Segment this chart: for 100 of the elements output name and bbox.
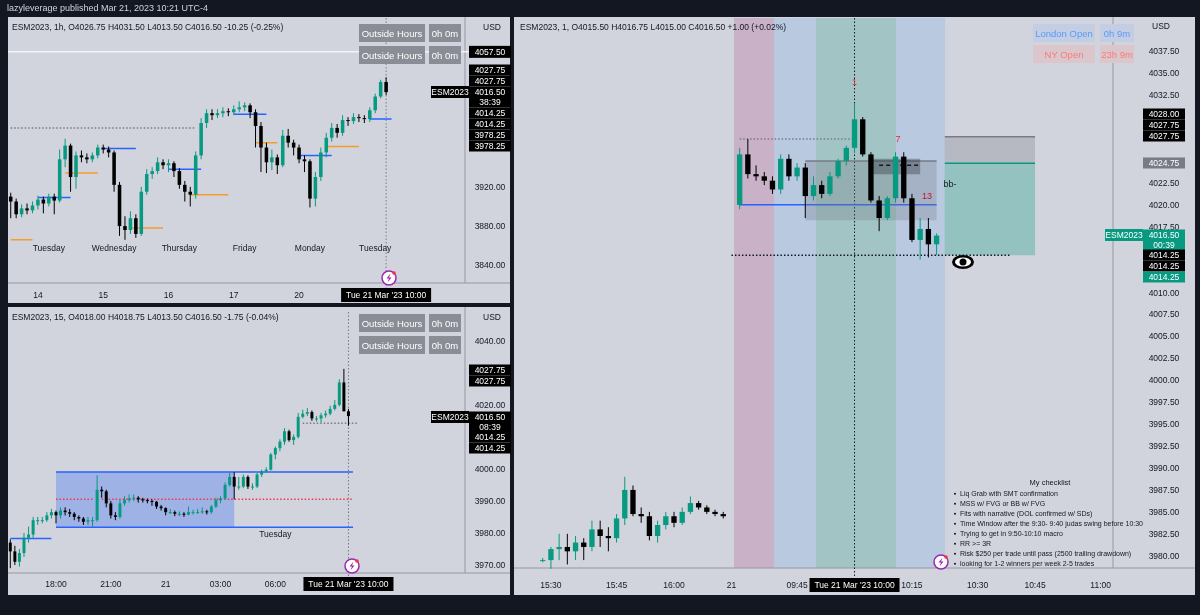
text: 08:39 — [479, 422, 501, 432]
candlestick — [210, 108, 214, 121]
y-tick-label: 4010.00 — [1148, 287, 1180, 298]
x-tick-label: 09:45 — [786, 580, 808, 590]
x-tick-label: 21:00 — [100, 579, 122, 589]
x-tick-label: 16:00 — [663, 580, 685, 590]
text: lazyleverage published Mar 21, 2023 10:21 UTC-4 — [7, 3, 209, 13]
candlestick — [810, 175, 817, 201]
candlestick — [373, 93, 377, 114]
candlestick — [161, 158, 165, 170]
y-tick-label: 3980.00 — [1148, 550, 1180, 561]
candlestick — [712, 509, 718, 517]
candlestick — [556, 533, 562, 561]
candlestick — [14, 198, 18, 219]
candlestick — [259, 121, 263, 173]
candlestick — [346, 116, 350, 127]
annotation: Outside Hours — [361, 339, 423, 351]
text: ESM2023, 1, O4015.50 H4016.75 L4015.00 C4016.50 +1.00 (+0.02%) — [520, 22, 787, 32]
candlestick — [296, 412, 300, 439]
candlestick — [278, 438, 282, 452]
candlestick — [917, 217, 923, 261]
candlestick — [597, 520, 603, 548]
candlestick — [118, 498, 122, 520]
y-tick-label: 4017.50 — [1148, 221, 1180, 232]
text: 4014.25 — [474, 108, 506, 118]
y-tick-label: 3970.00 — [474, 559, 506, 570]
text: 4027.75 — [1148, 120, 1180, 130]
annotation: 0h 0m — [431, 317, 459, 329]
annotation: Thursday — [161, 243, 198, 253]
text: 4014.25 — [474, 119, 506, 129]
x-tick-label: 10:45 — [1024, 580, 1046, 590]
annotation: Outside Hours — [361, 49, 423, 61]
candlestick — [150, 498, 154, 507]
candlestick — [172, 160, 176, 178]
candlestick — [548, 546, 554, 570]
annotation: NY Open — [1044, 48, 1084, 60]
text: 3978.25 — [474, 141, 506, 151]
y-tick-label: 3880.00 — [474, 221, 506, 232]
annotation: 1 — [852, 77, 858, 88]
y-tick-label: 3987.50 — [1148, 484, 1180, 495]
candlestick — [123, 215, 127, 241]
annotation: 13 — [921, 191, 933, 201]
annotation: 23h 9m — [1101, 48, 1133, 60]
annotation: 7 — [895, 134, 901, 144]
annotation: Tuesday — [259, 529, 293, 539]
text: 4014.25 — [474, 443, 506, 453]
x-tick-label: 06:00 — [264, 579, 287, 589]
chart-title: ESM2023, 15, O4018.00 H4018.75 L4013.50 C4016.50 -1.75 (-0.04%) — [12, 312, 279, 322]
candlestick — [335, 123, 339, 139]
candlestick — [646, 511, 653, 541]
candlestick — [319, 412, 323, 423]
candlestick — [52, 193, 57, 215]
candlestick — [297, 144, 301, 164]
annotation: Outside Hours — [361, 317, 423, 329]
text: 4028.00 — [1148, 109, 1180, 119]
y-tick-label: 4007.50 — [1148, 309, 1180, 320]
candlestick — [183, 180, 187, 203]
annotation: 0h 0m — [431, 27, 459, 39]
y-tick-label: 3992.50 — [1148, 441, 1180, 452]
candlestick — [843, 145, 849, 166]
candlestick — [144, 168, 149, 196]
candlestick — [654, 520, 661, 544]
y-tick-label: 3990.00 — [474, 495, 506, 506]
annotation: 0h 9m — [1103, 27, 1131, 39]
x-tick-label: Tue 21 Mar '23 10:00 — [346, 290, 427, 300]
y-tick-label: 4002.50 — [1148, 353, 1180, 364]
x-tick-label: 15 — [98, 290, 109, 300]
x-tick-label: 17 — [229, 290, 239, 300]
y-tick-label: 4000.00 — [1148, 375, 1180, 386]
annotation: ESM2023 — [431, 87, 469, 97]
candlestick — [31, 516, 35, 539]
candlestick — [191, 509, 195, 516]
annotation: Outside Hours — [361, 27, 423, 39]
y-tick-label: 4032.50 — [1148, 90, 1180, 101]
y-tick-label: 3990.00 — [1148, 463, 1180, 473]
text: 4027.75 — [474, 365, 506, 375]
y-tick-label: 4005.00 — [1148, 331, 1180, 342]
candlestick — [91, 516, 95, 528]
x-tick-label: 10:15 — [901, 580, 923, 590]
y-tick-label: 3982.50 — [1148, 528, 1180, 539]
y-tick-label: 4022.50 — [1148, 177, 1180, 188]
annotation: bb- — [943, 179, 957, 189]
candlestick — [270, 149, 274, 171]
x-tick-label: 21 — [160, 579, 171, 589]
text: ESM2023, 1h, O4026.75 H4031.50 L4013.50 C4016.50 -10.25 (-0.25%) — [12, 22, 284, 32]
x-tick-label: 14 — [33, 290, 43, 300]
candlestick — [232, 471, 236, 500]
candlestick — [671, 511, 677, 528]
candlestick — [36, 195, 40, 210]
candlestick — [357, 113, 361, 123]
candlestick — [200, 506, 204, 515]
text: 4027.75 — [474, 76, 506, 86]
annotation: Monday — [294, 243, 326, 253]
text: 4027.75 — [474, 65, 506, 75]
y-tick-label: 4035.00 — [1148, 68, 1180, 79]
x-tick-label: Tue 21 Mar '23 10:00 — [308, 579, 389, 589]
annotation: Tuesday — [359, 243, 393, 253]
x-tick-label: 10:30 — [966, 580, 989, 590]
text: 3978.25 — [474, 130, 506, 140]
y-tick-label: 3985.00 — [1148, 506, 1180, 517]
